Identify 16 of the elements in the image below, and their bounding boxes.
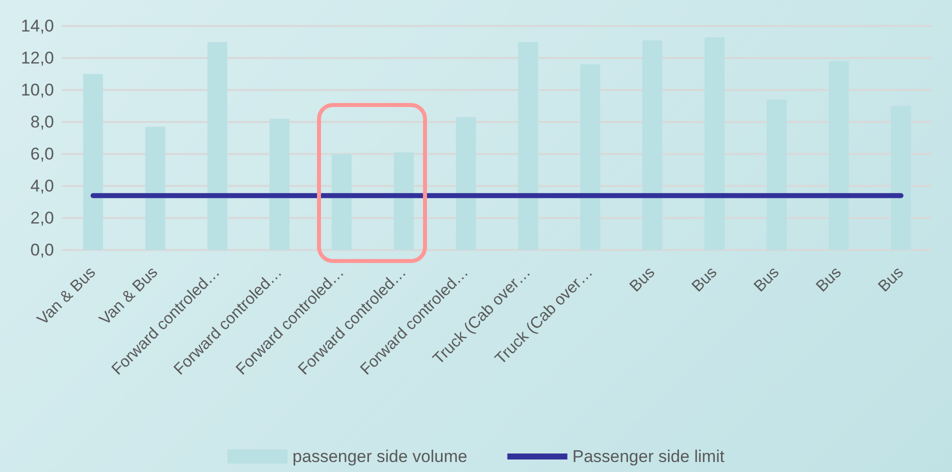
y-tick-label: 6,0 <box>30 144 54 164</box>
x-tick-label: Bus <box>875 264 907 296</box>
y-tick-label: 4,0 <box>30 176 54 196</box>
x-tick-label: Bus <box>751 264 783 296</box>
x-tick-label: Bus <box>689 264 721 296</box>
x-tick-label: Bus <box>626 264 658 296</box>
legend-label: Passenger side limit <box>572 447 725 466</box>
x-tick-label: Van & Bus <box>34 264 100 329</box>
y-tick-label: 2,0 <box>30 208 54 228</box>
y-tick-label: 12,0 <box>20 48 54 68</box>
legend-label: passenger side volume <box>292 447 468 466</box>
y-tick-label: 8,0 <box>30 112 54 132</box>
y-tick-label: 10,0 <box>20 80 54 100</box>
y-tick-label: 0,0 <box>30 240 54 260</box>
x-tick-label: Bus <box>813 264 845 296</box>
y-tick-label: 14,0 <box>20 16 54 36</box>
